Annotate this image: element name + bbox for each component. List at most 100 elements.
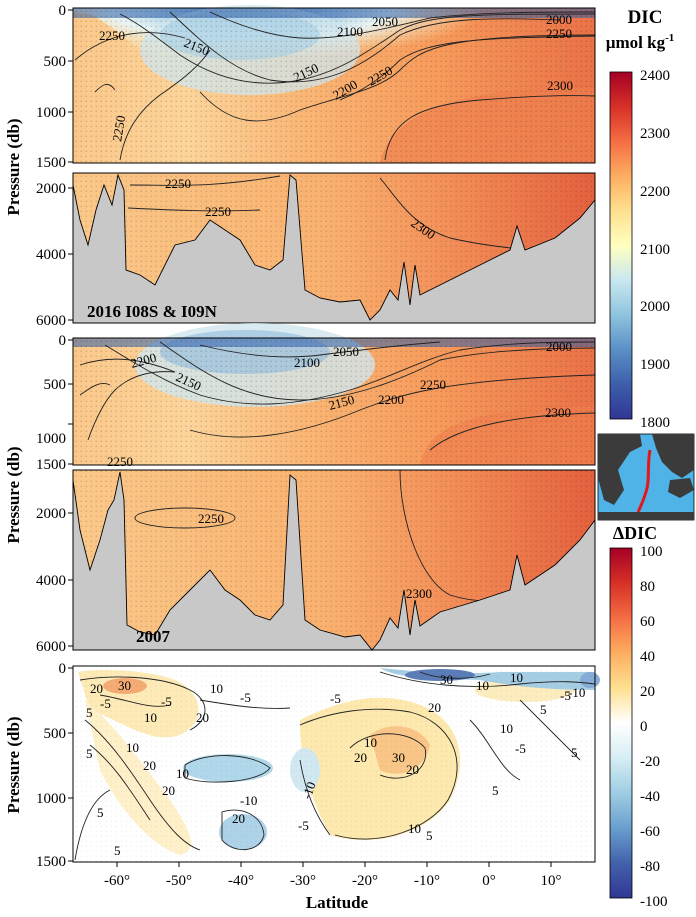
contour-label: 2050 xyxy=(372,14,398,29)
x-tick-label: 10° xyxy=(541,873,562,889)
dic-colorbar: DIC µmol kg-1 2400 2300 2200 2100 2000 1… xyxy=(606,7,675,431)
contour-label: 10 xyxy=(210,681,223,696)
dic-colorbar-scale xyxy=(609,71,633,420)
y-tick-label: 1000 xyxy=(36,791,66,807)
contour-label: 5 xyxy=(540,702,547,717)
contour-label: -10 xyxy=(299,780,319,801)
contour-label: 20 xyxy=(143,758,156,773)
delta-colorbar-tick: 0 xyxy=(640,719,648,735)
map-inset xyxy=(597,433,695,521)
x-tick-label: -10° xyxy=(414,873,440,889)
contour-label: 20 xyxy=(428,700,441,715)
x-tick-label: -40° xyxy=(228,873,254,889)
contour-label: 5 xyxy=(86,746,93,761)
contour-label: 10 xyxy=(510,670,523,685)
dic-colorbar-tick: 2100 xyxy=(640,242,670,258)
contour-label: 10 xyxy=(126,740,139,755)
contour-label: 10 xyxy=(176,766,189,781)
y-tick-label: 1500 xyxy=(36,155,66,171)
x-tick-label: -50° xyxy=(166,873,192,889)
dic-colorbar-tick: 1900 xyxy=(640,357,670,373)
panel-delta: 20 30 10 5 -5 20 10 -5 5 10 20 10 20 5 2… xyxy=(72,665,600,863)
y-axis-title-delta: Pressure (db) xyxy=(4,716,23,813)
dic-colorbar-tick: 1800 xyxy=(640,415,670,431)
contour-label: 2300 xyxy=(547,78,573,93)
contour-label: 2250 xyxy=(99,28,125,43)
y-ticks-2007-lower: 2000 4000 6000 xyxy=(36,506,73,655)
contour-label: -5 xyxy=(240,690,251,705)
delta-colorbar: ΔDIC 100 80 60 40 20 0 -20 -40 -60 -80 -… xyxy=(609,523,668,910)
panel-2007-upper: 2200 2150 2100 2050 2000 2250 2150 2200 … xyxy=(72,323,596,469)
dic-colorbar-unit-sup: -1 xyxy=(665,32,674,44)
contour-label: 2200 xyxy=(378,392,404,407)
contour-label: -5 xyxy=(560,688,571,703)
x-tick-label: -30° xyxy=(290,873,316,889)
dic-colorbar-tick: 2400 xyxy=(640,68,670,84)
panel-annotation-2007: 2007 xyxy=(136,627,171,646)
contour-label: 10 xyxy=(500,721,513,736)
contour-label: 20 xyxy=(90,681,103,696)
contour-label: 20 xyxy=(196,710,209,725)
y-tick-label: 6000 xyxy=(36,313,66,329)
y-tick-label: 500 xyxy=(44,726,67,742)
y-tick-label: 500 xyxy=(44,54,67,70)
contour-label: 20 xyxy=(406,762,419,777)
contour-label: 2250 xyxy=(420,377,446,392)
contour-label: 2050 xyxy=(333,344,359,359)
delta-colorbar-title: ΔDIC xyxy=(613,523,657,543)
delta-colorbar-tick: 40 xyxy=(640,649,655,665)
contour-label: -10 xyxy=(568,685,585,700)
contour-label: -5 xyxy=(100,696,111,711)
delta-colorbar-tick: 80 xyxy=(640,579,655,595)
y-axis-title-2007: Pressure (db) xyxy=(4,446,23,543)
contour-label: 30 xyxy=(392,750,405,765)
dic-colorbar-title: DIC xyxy=(628,7,663,28)
y-ticks-2007-upper: 0 500 1000 1500 xyxy=(36,333,73,473)
contour-label: 2250 xyxy=(107,454,133,469)
contour-label: 2100 xyxy=(337,24,363,39)
contour-label: 2000 xyxy=(546,12,572,27)
contour-label: 5 xyxy=(97,805,104,820)
y-tick-label: 1000 xyxy=(36,431,66,447)
dic-colorbar-tick: 2200 xyxy=(640,184,670,200)
x-tick-label: 0° xyxy=(482,873,496,889)
x-tick-label: -20° xyxy=(352,873,378,889)
x-axis-title: Latitude xyxy=(306,893,369,912)
dic-colorbar-unit-text: µmol kg xyxy=(606,33,666,52)
y-tick-label: 1000 xyxy=(36,105,66,121)
delta-colorbar-tick: -100 xyxy=(640,894,668,910)
contour-label: 2250 xyxy=(109,114,128,142)
dic-colorbar-tick: 2000 xyxy=(640,299,670,315)
contour-label: 2250 xyxy=(546,26,572,41)
x-tick-label: -60° xyxy=(104,873,130,889)
contour-label: 5 xyxy=(571,745,578,760)
delta-colorbar-scale xyxy=(609,547,633,899)
y-ticks-delta: 0 500 1000 1500 xyxy=(36,661,73,870)
contour-label: 20 xyxy=(354,750,367,765)
contour-label: 2200 xyxy=(129,350,158,371)
contour-label: -5 xyxy=(330,691,341,706)
panel-2007-lower: 2250 2300 2007 xyxy=(72,469,596,651)
y-ticks-2016-upper: 0 500 1000 1500 xyxy=(36,3,73,171)
contour-label: 2250 xyxy=(205,204,231,219)
y-tick-label: 2000 xyxy=(36,506,66,522)
panel-2016-upper: 2250 2150 2100 2050 2000 2250 2150 2200 … xyxy=(72,5,596,164)
delta-colorbar-tick: -20 xyxy=(640,754,660,770)
bathymetry xyxy=(72,471,596,651)
y-tick-label: 500 xyxy=(44,377,67,393)
contour-label: 2300 xyxy=(406,586,432,601)
bathymetry xyxy=(72,173,596,324)
contour-label: 20 xyxy=(162,783,175,798)
dic-colorbar-tick: 2300 xyxy=(640,126,670,142)
contour-label: 2150 xyxy=(327,392,356,413)
contour-label: -10 xyxy=(240,793,257,808)
delta-colorbar-tick: -60 xyxy=(640,824,660,840)
contour-label: 30 xyxy=(118,678,131,693)
contour-label: 5 xyxy=(426,828,433,843)
contour-label: 2250 xyxy=(165,176,191,191)
delta-colorbar-tick: -40 xyxy=(640,789,660,805)
contour-label: 2100 xyxy=(294,355,320,370)
contour-label: 2000 xyxy=(546,339,572,354)
contour-label: -5 xyxy=(515,741,526,756)
